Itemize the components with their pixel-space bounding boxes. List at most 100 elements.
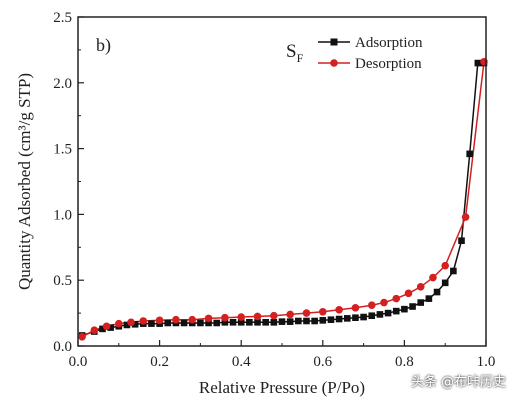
data-point-adsorption xyxy=(99,325,106,333)
watermark: 头条 @布咔历史 xyxy=(410,375,506,390)
data-point-adsorption xyxy=(221,319,229,326)
data-point-adsorption xyxy=(458,237,465,245)
data-point-desorption xyxy=(237,313,245,321)
data-point-adsorption xyxy=(278,318,286,325)
data-point-adsorption xyxy=(246,319,253,326)
data-point-adsorption xyxy=(311,317,318,325)
data-point-desorption xyxy=(90,326,99,335)
y-tick-label: 2.0 xyxy=(53,76,72,92)
data-point-desorption xyxy=(253,312,262,321)
data-point-desorption xyxy=(351,304,360,312)
data-point-adsorption xyxy=(286,318,294,325)
data-point-desorption xyxy=(221,313,229,322)
data-point-desorption xyxy=(429,273,437,282)
data-point-desorption xyxy=(102,322,111,331)
data-point-desorption xyxy=(115,319,123,328)
x-tick-label: 0.0 xyxy=(69,354,88,370)
data-point-adsorption xyxy=(197,319,204,327)
legend-label-desorption: Desorption xyxy=(355,56,422,72)
y-tick-label: 1.5 xyxy=(53,142,72,158)
data-point-adsorption xyxy=(270,319,278,326)
data-point-adsorption xyxy=(425,295,433,302)
sample-label: SF xyxy=(286,41,304,65)
series-markers xyxy=(78,57,488,341)
y-axis-title: Quantity Adsorbed (cm³/g STP) xyxy=(15,73,34,290)
data-point-adsorption xyxy=(368,312,376,320)
data-point-desorption xyxy=(319,307,327,316)
data-point-adsorption xyxy=(433,288,441,296)
data-point-desorption xyxy=(127,318,135,327)
legend-label-adsorption: Adsorption xyxy=(355,35,423,51)
data-point-adsorption xyxy=(376,311,384,318)
axis-tick-labels: 0.0 0.2 0.4 0.6 0.8 1.0 0.0 0.5 1.0 1.5 2.0 2.5 xyxy=(53,10,495,370)
data-point-desorption xyxy=(416,282,425,291)
data-point-desorption xyxy=(335,306,343,314)
series-lines xyxy=(81,61,485,338)
y-tick-label: 0.0 xyxy=(53,339,72,355)
data-point-adsorption xyxy=(352,314,359,322)
data-point-adsorption xyxy=(262,319,269,326)
data-point-adsorption xyxy=(441,279,449,287)
legend-marker-adsorption xyxy=(330,38,338,46)
data-point-adsorption xyxy=(384,309,392,317)
data-point-desorption xyxy=(441,261,450,270)
data-point-adsorption xyxy=(360,313,367,321)
data-point-desorption xyxy=(139,317,148,325)
data-point-desorption xyxy=(286,310,294,319)
data-point-adsorption xyxy=(107,324,114,331)
data-point-adsorption xyxy=(450,267,457,275)
data-point-adsorption xyxy=(466,150,473,158)
data-point-desorption xyxy=(78,332,86,341)
data-point-adsorption xyxy=(401,305,408,313)
x-tick-label: 0.4 xyxy=(232,354,251,370)
data-point-desorption xyxy=(302,309,311,317)
legend-marker-desorption xyxy=(330,59,338,67)
data-point-desorption xyxy=(380,298,388,307)
sample-label-subscript: F xyxy=(297,51,304,65)
data-point-adsorption xyxy=(319,317,327,324)
data-point-adsorption xyxy=(205,319,212,327)
data-point-desorption xyxy=(172,315,180,324)
data-point-adsorption xyxy=(123,321,131,329)
data-point-adsorption xyxy=(180,319,188,327)
sample-label-main: S xyxy=(286,41,297,62)
series-line-adsorption xyxy=(81,62,484,337)
data-point-adsorption xyxy=(295,317,302,325)
data-point-adsorption xyxy=(131,320,139,328)
axis-ticks xyxy=(77,16,487,347)
x-tick-label: 1.0 xyxy=(477,354,496,370)
series-line-desorption xyxy=(81,61,485,338)
panel-label: b) xyxy=(96,35,111,56)
data-point-adsorption xyxy=(392,307,400,315)
data-point-desorption xyxy=(392,294,401,303)
data-point-desorption xyxy=(188,315,197,324)
data-point-adsorption xyxy=(213,319,221,327)
data-point-adsorption xyxy=(343,315,351,322)
data-point-adsorption xyxy=(148,320,155,327)
data-point-adsorption xyxy=(417,299,425,306)
x-tick-label: 0.2 xyxy=(150,354,169,370)
data-point-adsorption xyxy=(237,319,245,326)
data-point-adsorption xyxy=(409,303,416,310)
x-tick-label: 0.8 xyxy=(395,354,414,370)
data-point-adsorption xyxy=(335,315,343,323)
data-point-desorption xyxy=(461,213,470,221)
x-axis-title: Relative Pressure (P/Po) xyxy=(199,378,365,397)
legend: Adsorption Desorption xyxy=(318,35,423,72)
y-tick-label: 2.5 xyxy=(53,10,72,26)
data-point-desorption xyxy=(204,314,213,323)
data-point-desorption xyxy=(367,301,376,310)
data-point-adsorption xyxy=(303,317,310,325)
y-tick-label: 1.0 xyxy=(53,207,72,223)
data-point-adsorption xyxy=(164,319,172,327)
data-point-adsorption xyxy=(229,319,237,326)
plot-frame xyxy=(77,16,487,347)
x-tick-label: 0.6 xyxy=(313,354,332,370)
y-tick-label: 0.5 xyxy=(53,273,72,289)
data-point-desorption xyxy=(270,311,278,320)
data-point-desorption xyxy=(404,289,413,298)
data-point-adsorption xyxy=(254,319,261,326)
data-point-adsorption xyxy=(474,59,482,67)
data-point-adsorption xyxy=(327,316,335,323)
